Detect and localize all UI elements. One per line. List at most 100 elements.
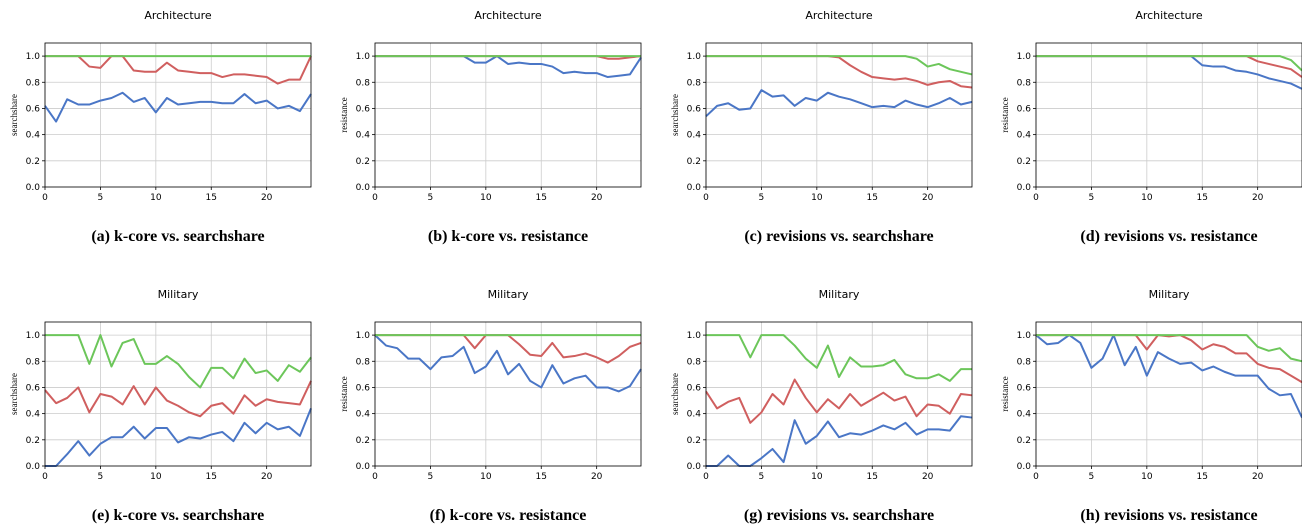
series-line-blue — [1036, 55, 1302, 90]
x-tick-label: 10 — [150, 193, 162, 203]
y-tick-label: 0.6 — [687, 383, 702, 393]
plot-frame — [1035, 42, 1302, 188]
subfigure-caption: (a) k-core vs. searchshare — [91, 228, 265, 245]
y-tick-label: 0.6 — [1017, 104, 1032, 114]
y-axis-label: resistance — [339, 376, 349, 411]
subfigure-caption: (h) revisions vs. resistance — [1080, 507, 1258, 524]
x-tick-label: 15 — [867, 193, 878, 203]
x-tick-label: 15 — [536, 193, 547, 203]
series-line-red — [705, 378, 973, 424]
y-tick-label: 0.6 — [356, 104, 371, 114]
series-line-blue — [1035, 334, 1302, 418]
x-tick-label: 10 — [480, 193, 492, 203]
y-tick-label: 0.0 — [1017, 183, 1032, 193]
x-tick-label: 5 — [1089, 472, 1095, 482]
chart-panel-1: 0 5 10 15 20 0.0 0.2 0.4 0.6 0.8 1.0 searchshare Arc… — [9, 9, 312, 203]
x-tick-label: 15 — [206, 472, 217, 482]
x-tick-label: 0 — [1033, 472, 1039, 482]
y-tick-label: 0.8 — [687, 357, 702, 367]
y-tick-label: 0.8 — [1017, 78, 1032, 88]
series-line-blue — [44, 91, 312, 123]
y-tick-label: 0.2 — [356, 157, 370, 167]
x-tick-label: 20 — [1252, 193, 1264, 203]
x-tick-label: 5 — [428, 193, 434, 203]
y-tick-label: 1.0 — [1017, 331, 1032, 341]
y-tick-label: 0.8 — [1017, 357, 1032, 367]
y-axis-label: searchshare — [670, 373, 680, 415]
x-tick-label: 10 — [150, 472, 162, 482]
x-tick-label: 20 — [922, 193, 934, 203]
y-tick-label: 1.0 — [26, 331, 41, 341]
x-tick-label: 0 — [372, 193, 378, 203]
subfigure-caption: (d) revisions vs. resistance — [1080, 228, 1258, 245]
series-line-blue — [45, 408, 312, 467]
panel-title: Architecture — [144, 9, 212, 22]
x-tick-label: 5 — [759, 472, 765, 482]
chart-panel-3: 0 5 10 15 20 0.0 0.2 0.4 0.6 0.8 1.0 searchshare Arc… — [670, 9, 973, 203]
x-tick-label: 0 — [703, 193, 709, 203]
x-tick-label: 5 — [98, 193, 104, 203]
panel-title: Military — [819, 288, 860, 301]
x-tick-label: 5 — [428, 472, 434, 482]
y-tick-label: 0.4 — [1017, 131, 1032, 141]
plot-frame — [374, 321, 642, 467]
x-tick-label: 15 — [1197, 193, 1208, 203]
x-tick-label: 0 — [703, 472, 709, 482]
subfigure-caption: (f) k-core vs. resistance — [429, 507, 587, 524]
panel-title: Military — [488, 288, 529, 301]
y-tick-label: 0.0 — [26, 462, 41, 472]
y-tick-label: 0.8 — [356, 357, 371, 367]
x-tick-label: 5 — [759, 193, 765, 203]
y-tick-label: 0.8 — [356, 78, 371, 88]
x-tick-label: 20 — [261, 472, 273, 482]
x-tick-label: 0 — [1033, 193, 1039, 203]
x-tick-label: 20 — [1252, 472, 1264, 482]
series-line-green — [706, 55, 973, 76]
subfigure-caption: (g) revisions vs. searchshare — [743, 507, 935, 524]
plot-frame — [705, 42, 973, 188]
y-tick-label: 0.8 — [26, 357, 41, 367]
series-line-green — [45, 334, 312, 389]
x-tick-label: 15 — [206, 193, 217, 203]
y-axis-label: searchshare — [670, 94, 680, 136]
x-tick-label: 20 — [922, 472, 934, 482]
y-tick-label: 0.4 — [356, 410, 371, 420]
y-tick-label: 0.0 — [26, 183, 41, 193]
panel-title: Architecture — [1135, 9, 1203, 22]
plot-frame — [44, 321, 312, 467]
chart-panel-4: 0 5 10 15 20 0.0 0.2 0.4 0.6 0.8 1.0 resistance Arch… — [1000, 9, 1302, 203]
y-tick-label: 0.6 — [26, 104, 41, 114]
x-tick-label: 20 — [591, 193, 603, 203]
y-tick-label: 0.6 — [1017, 383, 1032, 393]
y-tick-label: 1.0 — [356, 331, 371, 341]
y-tick-label: 1.0 — [356, 52, 371, 62]
y-tick-label: 0.4 — [1017, 410, 1032, 420]
y-tick-label: 0.4 — [26, 410, 41, 420]
series-line-green — [1036, 334, 1302, 363]
y-tick-label: 0.8 — [26, 78, 41, 88]
x-tick-label: 10 — [811, 472, 823, 482]
series-line-green — [706, 334, 972, 382]
y-tick-label: 0.4 — [687, 131, 702, 141]
y-tick-label: 1.0 — [687, 52, 702, 62]
subfigure-caption: (e) k-core vs. searchshare — [91, 507, 265, 524]
chart-panel-8: 0 5 10 15 20 0.0 0.2 0.4 0.6 0.8 1.0 resistance Mili… — [1000, 288, 1302, 482]
y-axis-label: resistance — [339, 97, 349, 132]
panel-title: Military — [158, 288, 199, 301]
y-tick-label: 0.6 — [687, 104, 702, 114]
series-line-red — [44, 380, 312, 418]
y-tick-label: 0.2 — [26, 157, 40, 167]
y-tick-label: 0.0 — [687, 462, 702, 472]
series-line-blue — [374, 334, 642, 393]
series-line-blue — [375, 55, 642, 79]
plot-frame — [1035, 321, 1302, 467]
series-line-green — [1036, 55, 1302, 72]
y-tick-label: 0.0 — [687, 183, 702, 193]
chart-panel-6: 0 5 10 15 20 0.0 0.2 0.4 0.6 0.8 1.0 resistance Mili… — [339, 288, 642, 482]
y-tick-label: 0.4 — [26, 131, 41, 141]
chart-panel-2: 0 5 10 15 20 0.0 0.2 0.4 0.6 0.8 1.0 resistance Arch… — [339, 9, 642, 203]
y-tick-label: 0.6 — [26, 383, 41, 393]
x-tick-label: 20 — [591, 472, 603, 482]
y-axis-label: searchshare — [9, 94, 19, 136]
